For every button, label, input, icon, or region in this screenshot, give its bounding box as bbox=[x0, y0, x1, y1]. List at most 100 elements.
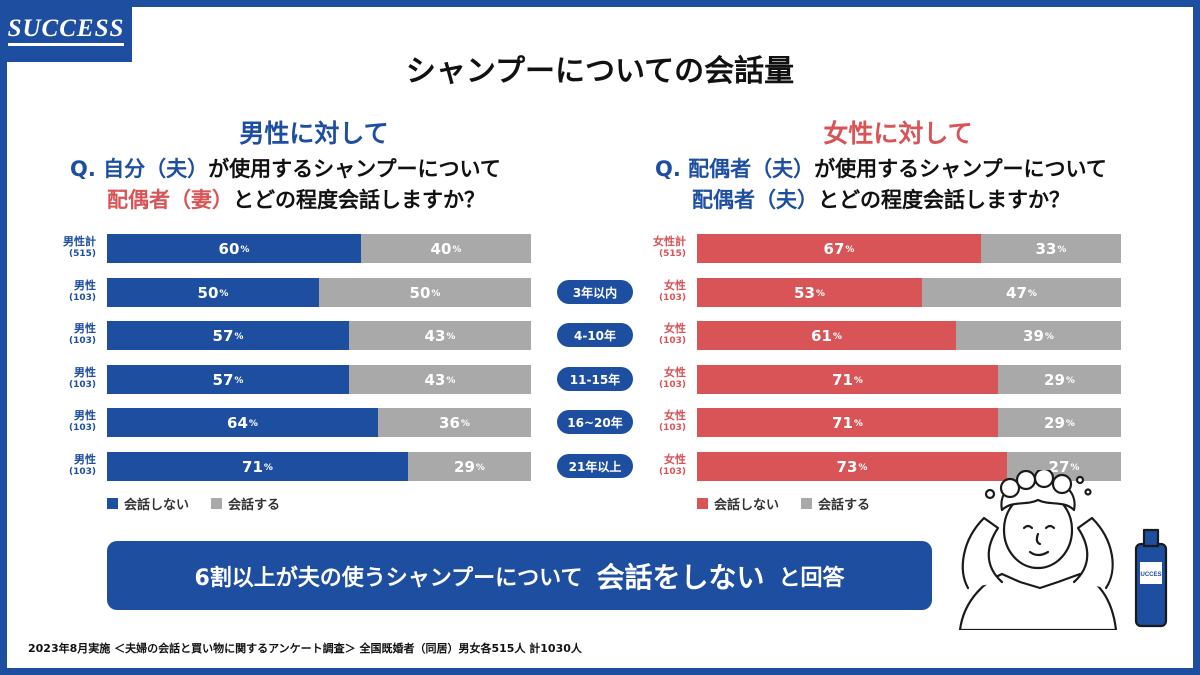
conclusion-text-end: と回答 bbox=[778, 565, 845, 591]
left-bar-conversation: 50% bbox=[319, 278, 531, 307]
right-legend: 会話しない 会話する bbox=[697, 494, 892, 513]
bar-value-label: 40 bbox=[430, 239, 452, 258]
row-label-group: 女性 bbox=[664, 279, 686, 292]
period-label: 11-15年 bbox=[557, 367, 633, 391]
percent-sign: % bbox=[1027, 289, 1037, 299]
legend-label: 会話する bbox=[818, 498, 871, 513]
row-label-group: 男性 bbox=[74, 322, 96, 335]
row-label-group: 女性 bbox=[664, 409, 686, 422]
percent-sign: % bbox=[1070, 463, 1080, 473]
right-bar-conversation: 33% bbox=[981, 234, 1121, 263]
percent-sign: % bbox=[452, 245, 462, 255]
left-bar-no-conversation: 57% bbox=[107, 321, 349, 350]
bar-value-label: 64 bbox=[227, 413, 248, 432]
row-label-n: (103) bbox=[658, 467, 686, 477]
row-label-group: 男性 bbox=[74, 279, 96, 292]
bar-value-label: 71 bbox=[242, 457, 263, 476]
left-bar-conversation: 43% bbox=[349, 321, 531, 350]
row-label-n: (515) bbox=[68, 249, 96, 259]
left-bar-no-conversation: 64% bbox=[107, 408, 378, 437]
right-bar-no-conversation: 73% bbox=[697, 452, 1007, 481]
percent-sign: % bbox=[446, 376, 456, 386]
conclusion-banner: 6割以上が夫の使うシャンプーについて 会話をしない と回答 bbox=[107, 541, 932, 610]
percent-sign: % bbox=[1044, 332, 1054, 342]
percent-sign: % bbox=[263, 463, 273, 473]
left-bar-no-conversation: 50% bbox=[107, 278, 319, 307]
question-subject: 配偶者（夫） bbox=[688, 157, 815, 181]
row-label-n: (103) bbox=[68, 423, 96, 433]
brand-logo: SUCCESS bbox=[0, 0, 132, 62]
page-title: シャンプーについての会話量 bbox=[405, 54, 795, 89]
right-bar-no-conversation: 71% bbox=[697, 408, 998, 437]
row-label-n: (103) bbox=[68, 336, 96, 346]
left-row-label: 男性 (103) bbox=[26, 367, 96, 391]
row-label-n: (103) bbox=[658, 336, 686, 346]
legend-item-yes: 会話する bbox=[801, 494, 870, 513]
left-bar-no-conversation: 57% bbox=[107, 365, 349, 394]
row-label-group: 男性計 bbox=[63, 235, 96, 248]
right-row-label: 女性 (103) bbox=[616, 454, 686, 478]
right-row-label: 女性計 (515) bbox=[616, 236, 686, 260]
right-bar-no-conversation: 53% bbox=[697, 278, 922, 307]
bar-value-label: 53 bbox=[794, 283, 815, 302]
percent-sign: % bbox=[460, 419, 470, 429]
left-panel-title: 男性に対して bbox=[239, 119, 389, 148]
left-legend: 会話しない 会話する bbox=[107, 494, 302, 513]
bar-value-label: 43 bbox=[424, 370, 446, 389]
question-partner: 配偶者（夫） bbox=[692, 188, 818, 212]
row-label-n: (103) bbox=[68, 293, 96, 303]
left-bar-no-conversation: 71% bbox=[107, 452, 408, 481]
question-prefix: Q. bbox=[70, 157, 96, 181]
percent-sign: % bbox=[832, 332, 842, 342]
legend-item-no: 会話しない bbox=[107, 494, 189, 513]
legend-label: 会話しない bbox=[124, 498, 190, 513]
row-label-group: 女性 bbox=[664, 366, 686, 379]
bar-value-label: 43 bbox=[424, 326, 446, 345]
row-label-n: (515) bbox=[658, 249, 686, 259]
row-label-n: (103) bbox=[68, 467, 96, 477]
bar-value-label: 27 bbox=[1048, 457, 1070, 476]
bar-value-label: 36 bbox=[439, 413, 460, 432]
question-partner: 配偶者（妻） bbox=[107, 188, 233, 212]
bar-value-label: 39 bbox=[1023, 326, 1044, 345]
right-row-label: 女性 (103) bbox=[616, 367, 686, 391]
left-row-label: 男性計 (515) bbox=[26, 236, 96, 260]
percent-sign: % bbox=[1065, 376, 1075, 386]
question-subject: 自分（夫） bbox=[103, 157, 209, 181]
percent-sign: % bbox=[431, 289, 441, 299]
row-label-group: 男性 bbox=[74, 409, 96, 422]
percent-sign: % bbox=[234, 332, 244, 342]
row-label-n: (103) bbox=[658, 423, 686, 433]
legend-item-no: 会話しない bbox=[697, 494, 779, 513]
percent-sign: % bbox=[475, 463, 485, 473]
bar-value-label: 29 bbox=[454, 457, 475, 476]
row-label-n: (103) bbox=[658, 293, 686, 303]
percent-sign: % bbox=[248, 419, 258, 429]
bar-value-label: 71 bbox=[832, 370, 853, 389]
conclusion-emphasis: 会話をしない bbox=[596, 560, 765, 594]
left-bar-conversation: 40% bbox=[361, 234, 531, 263]
percent-sign: % bbox=[446, 332, 456, 342]
right-question: Q. 配偶者（夫）が使用するシャンプーについて 配偶者（夫）とどの程度会話します… bbox=[655, 154, 1107, 216]
right-bar-conversation: 47% bbox=[922, 278, 1121, 307]
row-label-n: (103) bbox=[68, 380, 96, 390]
bar-value-label: 57 bbox=[212, 326, 234, 345]
left-row-label: 男性 (103) bbox=[26, 280, 96, 304]
bar-value-label: 73 bbox=[836, 457, 858, 476]
right-bar-conversation: 39% bbox=[956, 321, 1121, 350]
bar-value-label: 50 bbox=[409, 283, 431, 302]
period-label: 21年以上 bbox=[557, 454, 633, 478]
right-panel-title: 女性に対して bbox=[823, 119, 973, 148]
legend-label: 会話する bbox=[228, 498, 281, 513]
row-label-n: (103) bbox=[658, 380, 686, 390]
right-row-label: 女性 (103) bbox=[616, 280, 686, 304]
row-label-group: 男性 bbox=[74, 453, 96, 466]
legend-label: 会話しない bbox=[714, 498, 780, 513]
period-label: 4-10年 bbox=[557, 323, 633, 347]
right-bar-no-conversation: 67% bbox=[697, 234, 981, 263]
right-row-label: 女性 (103) bbox=[616, 323, 686, 347]
row-label-group: 女性 bbox=[664, 453, 686, 466]
percent-sign: % bbox=[845, 245, 855, 255]
bar-value-label: 29 bbox=[1044, 413, 1065, 432]
bar-value-label: 60 bbox=[218, 239, 240, 258]
